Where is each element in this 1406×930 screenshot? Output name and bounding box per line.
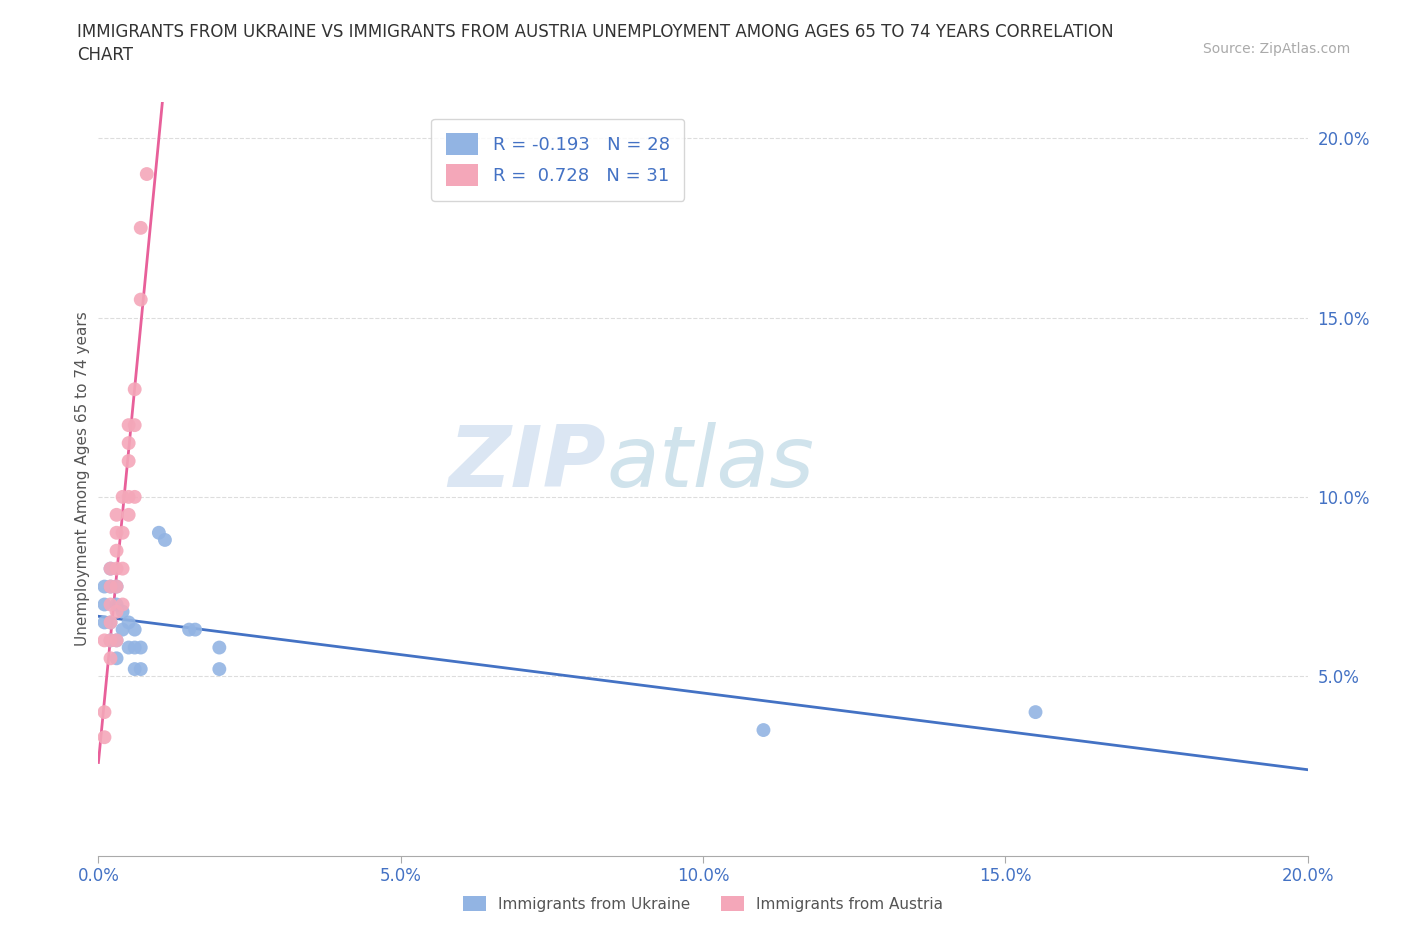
Point (100, 633, 122, 648)
Point (105, 508, 128, 523)
Point (100, 579, 122, 594)
Point (153, 533, 176, 548)
Text: ZIP: ZIP (449, 422, 606, 505)
Text: CHART: CHART (77, 46, 134, 64)
Point (124, 418, 146, 432)
Point (100, 615, 122, 630)
Point (105, 651, 128, 666)
Point (124, 489, 146, 504)
Point (100, 615, 122, 630)
Point (135, 166, 157, 181)
Legend: Immigrants from Ukraine, Immigrants from Austria: Immigrants from Ukraine, Immigrants from… (457, 889, 949, 918)
Point (111, 597, 134, 612)
Point (118, 454, 141, 469)
Point (105, 579, 128, 594)
Point (752, 723, 775, 737)
Point (93, 579, 115, 594)
Point (148, 525, 170, 540)
Point (118, 435, 141, 450)
Point (118, 508, 141, 523)
Point (111, 561, 134, 576)
Point (111, 622, 134, 637)
Point (105, 543, 128, 558)
Point (124, 622, 146, 637)
Point (100, 561, 122, 576)
Point (1024, 705, 1046, 720)
Point (111, 525, 134, 540)
Legend: R = -0.193   N = 28, R =  0.728   N = 31: R = -0.193 N = 28, R = 0.728 N = 31 (432, 119, 685, 201)
Text: IMMIGRANTS FROM UKRAINE VS IMMIGRANTS FROM AUSTRIA UNEMPLOYMENT AMONG AGES 65 TO: IMMIGRANTS FROM UKRAINE VS IMMIGRANTS FR… (77, 23, 1114, 41)
Point (118, 615, 141, 630)
Point (124, 640, 146, 655)
Point (100, 597, 122, 612)
Point (184, 622, 207, 637)
Point (105, 561, 128, 576)
Point (129, 292, 152, 307)
Point (129, 220, 152, 235)
Point (118, 640, 141, 655)
Point (124, 382, 146, 397)
Text: atlas: atlas (606, 422, 814, 505)
Point (105, 633, 128, 648)
Point (105, 597, 128, 612)
Point (93, 705, 115, 720)
Point (105, 604, 128, 619)
Point (100, 561, 122, 576)
Point (118, 489, 141, 504)
Point (179, 622, 201, 637)
Point (105, 579, 128, 594)
Text: Source: ZipAtlas.com: Source: ZipAtlas.com (1202, 42, 1350, 56)
Point (105, 525, 128, 540)
Point (208, 661, 231, 676)
Point (129, 640, 152, 655)
Point (111, 489, 134, 504)
Point (93, 633, 115, 648)
Point (129, 661, 152, 676)
Point (93, 615, 115, 630)
Point (118, 418, 141, 432)
Point (111, 604, 134, 619)
Point (93, 730, 115, 745)
Point (100, 651, 122, 666)
Point (100, 633, 122, 648)
Point (208, 640, 231, 655)
Y-axis label: Unemployment Among Ages 65 to 74 years: Unemployment Among Ages 65 to 74 years (75, 312, 90, 646)
Point (105, 633, 128, 648)
Point (93, 597, 115, 612)
Point (124, 661, 146, 676)
Point (100, 579, 122, 594)
